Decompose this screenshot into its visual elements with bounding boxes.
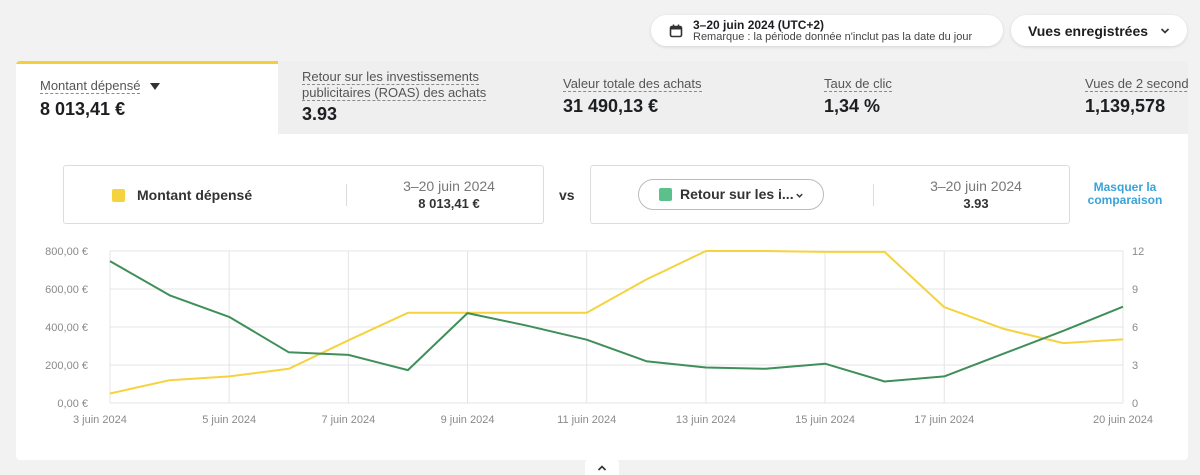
comparison-right-metric: Retour sur les i... [680,186,794,202]
metric-label: Vues de 2 secondes [1085,76,1188,92]
y-right-tick-label: 6 [1132,322,1138,334]
date-range-text: 3–20 juin 2024 (UTC+2) [693,17,825,32]
metric-value: 1,34 % [824,96,881,116]
comparison-left: Montant dépensé 3–20 juin 2024 8 013,41 … [63,165,544,224]
x-tick-label: 17 juin 2024 [914,414,974,426]
metric-value: 31 490,13 € [563,96,659,116]
comparison-left-date: 3–20 juin 2024 [403,178,495,194]
chevron-down-icon [796,193,803,198]
dual-axis-line-chart: 0,00 € 200,00 € 400,00 € 600,00 € 800,00 € 0 3… [45,246,1153,426]
y-left-tick-label: 0,00 € [57,398,88,410]
y-right-tick-label: 3 [1132,360,1138,372]
legend-swatch-green [659,188,672,201]
x-tick-label: 20 juin 2024 [1093,414,1153,426]
y-left-tick-label: 600,00 € [45,284,88,296]
metric-label: Valeur totale des achats [563,76,702,92]
vs-label: vs [559,187,575,203]
x-tick-label: 3 juin 2024 [73,414,127,426]
legend-swatch-yellow [112,189,125,202]
comparison-left-value: 8 013,41 € [418,196,480,211]
metric-value: 8 013,41 € [40,99,126,119]
metric-tab-ctr[interactable]: Taux de clic 1,34 % [800,61,1061,134]
y-left-tick-label: 200,00 € [45,360,88,372]
metric-tab-purchase-value[interactable]: Valeur totale des achats 31 490,13 € [539,61,800,134]
metric-tab-2s-views[interactable]: Vues de 2 secondes 1,139,578 [1061,61,1188,134]
saved-views-button[interactable]: Vues enregistrées [1011,15,1187,46]
comparison-metric-select[interactable]: Retour sur les i... [638,179,824,210]
y-right-tick-label: 0 [1132,398,1138,410]
x-tick-label: 13 juin 2024 [676,414,736,426]
metric-value: 3.93 [302,104,338,124]
metric-label: Taux de clic [824,76,892,92]
divider [873,184,874,206]
y-left-tick-label: 400,00 € [45,322,88,334]
metric-label: Montant dépensé [40,78,141,94]
y-right-tick-label: 9 [1132,284,1138,296]
metric-tab-roas[interactable]: Retour sur les investissements publicita… [278,61,539,134]
chevron-down-icon [1160,27,1170,34]
comparison-left-metric: Montant dépensé [137,187,253,203]
saved-views-label: Vues enregistrées [1027,22,1149,39]
x-tick-label: 15 juin 2024 [795,414,855,426]
metric-tabs: Montant dépensé 8 013,41 € Retour sur le… [16,61,1188,134]
y-left-tick-label: 800,00 € [45,246,88,258]
date-range-note: Remarque : la période donnée n'inclut pa… [693,30,973,43]
comparison-right: Retour sur les i... 3–20 juin 2024 3.93 [590,165,1070,224]
series-line-spend [109,250,1124,395]
series-line-roas [109,260,1124,383]
hide-comparison-link[interactable]: Masquer la comparaison [1087,180,1163,207]
date-range-picker[interactable]: 3–20 juin 2024 (UTC+2) Remarque : la pér… [651,15,1003,46]
collapse-button[interactable] [585,460,619,475]
divider [346,184,347,206]
x-tick-label: 9 juin 2024 [441,414,495,426]
metric-tab-spend[interactable]: Montant dépensé 8 013,41 € [16,61,278,134]
comparison-right-value: 3.93 [963,196,989,211]
y-right-tick-label: 12 [1132,246,1144,258]
metric-label: Retour sur les investissements publicita… [302,69,487,101]
comparison-right-date: 3–20 juin 2024 [930,178,1022,194]
x-tick-label: 11 juin 2024 [557,414,616,426]
metric-value: 1,139,578 [1085,96,1166,116]
x-tick-label: 7 juin 2024 [321,414,375,426]
metrics-card: Montant dépensé 8 013,41 € Retour sur le… [16,61,1188,460]
x-tick-label: 5 juin 2024 [202,414,256,426]
caret-down-icon [150,83,161,91]
chevron-up-icon [597,464,607,471]
calendar-icon [669,24,683,37]
